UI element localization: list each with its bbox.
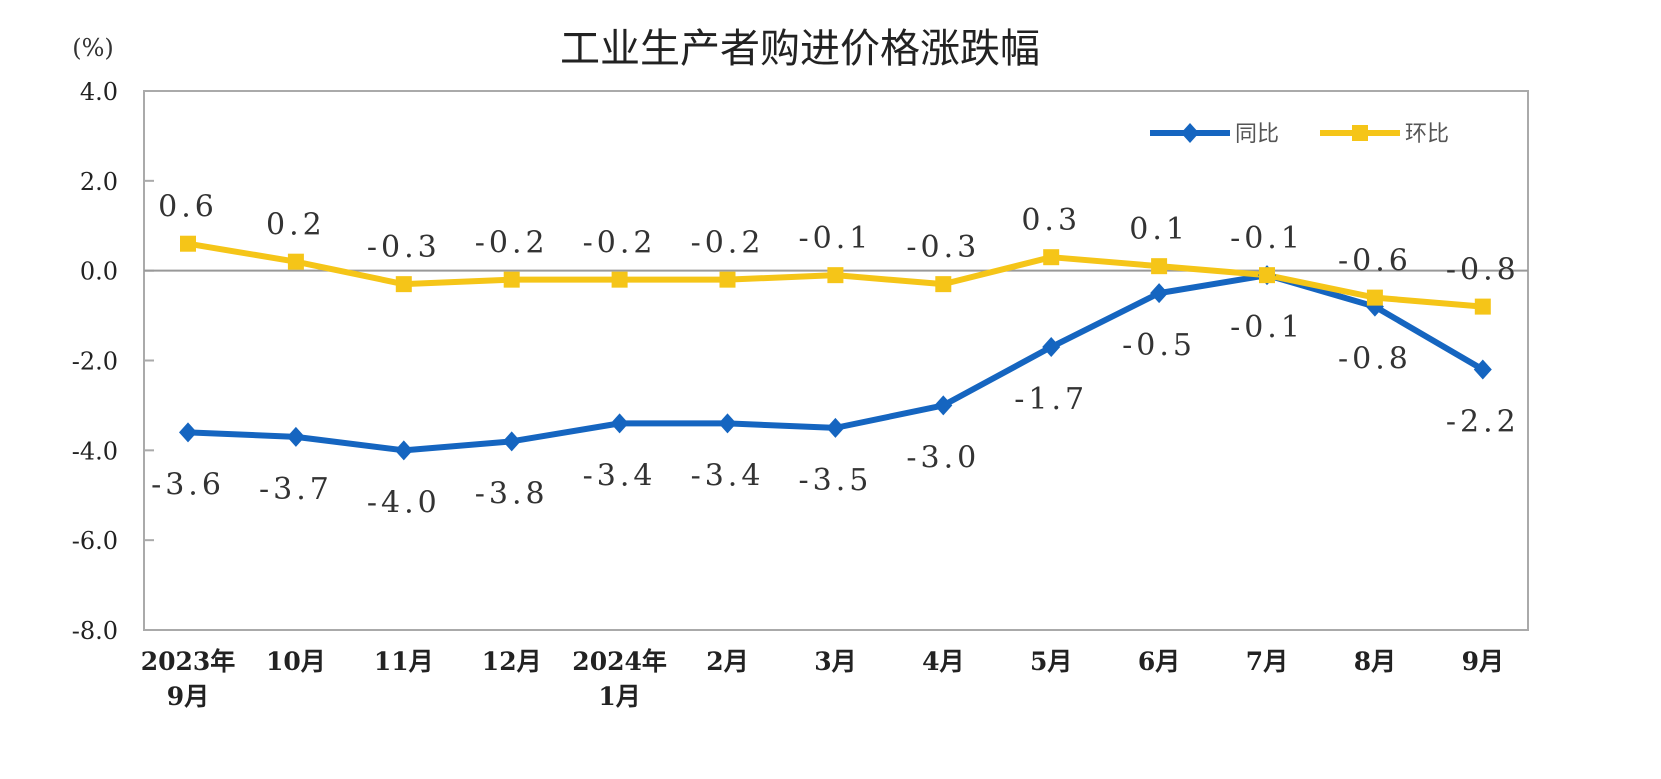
data-point: [180, 235, 196, 252]
x-tick-label: 3月: [814, 647, 856, 676]
x-tick-label: 9月: [1462, 647, 1504, 676]
x-tick-label: 8月: [1354, 647, 1396, 676]
x-tick-label: 2023年: [141, 647, 236, 676]
data-point: [610, 413, 629, 434]
legend-label: 同比: [1235, 122, 1279, 147]
data-label: -0.2: [583, 226, 657, 261]
data-point: [1474, 298, 1491, 315]
y-tick-label: 4.0: [80, 78, 118, 106]
data-label: -0.2: [475, 226, 549, 261]
data-label: -3.5: [798, 463, 872, 498]
data-point: [503, 271, 520, 288]
data-point: [611, 271, 628, 288]
chart-title: 工业生产者购进价格涨跌幅: [560, 26, 1040, 72]
data-point: [1150, 283, 1169, 304]
x-tick-label: 11月: [374, 647, 434, 676]
data-label: -0.3: [906, 230, 980, 265]
data-label: -4.0: [367, 485, 441, 520]
data-label: -0.1: [1230, 310, 1304, 345]
legend-marker: [1352, 125, 1368, 141]
data-label: -3.4: [691, 458, 765, 493]
data-label: 0.1: [1129, 212, 1189, 247]
legend-marker: [1181, 123, 1199, 143]
data-label: -0.8: [1338, 342, 1412, 377]
data-point: [1366, 289, 1383, 306]
x-tick-label: 10月: [266, 647, 326, 676]
x-ticks: 2023年 9月 10月 11月 12月 2024年 1月 2月 3月 4月 5月 6月 7月 8月 9月: [141, 647, 1504, 711]
data-label: -0.8: [1446, 253, 1520, 288]
y-tick-label: -2.0: [72, 348, 118, 376]
data-label: -0.5: [1122, 328, 1196, 363]
data-point: [287, 253, 304, 270]
data-point: [394, 440, 413, 461]
legend-label: 环比: [1405, 122, 1449, 147]
data-point: [502, 431, 521, 452]
data-point: [1151, 258, 1168, 275]
y-tick-label: -4.0: [72, 437, 118, 465]
data-label: -3.8: [475, 476, 549, 511]
x-tick-label: 5月: [1030, 647, 1072, 676]
data-label: -0.1: [1230, 221, 1304, 256]
data-point: [286, 426, 305, 447]
y-tick-label: 0.0: [80, 258, 118, 286]
data-point: [718, 413, 737, 434]
x-tick-label: 7月: [1246, 647, 1288, 676]
y-axis-unit: (%): [72, 34, 114, 62]
x-tick-label: 2024年: [572, 647, 667, 676]
data-label: -3.0: [906, 440, 980, 475]
data-point: [1259, 267, 1275, 284]
x-tick-label: 1月: [598, 682, 640, 711]
data-label: -0.1: [798, 221, 872, 256]
data-label: -3.4: [583, 458, 657, 493]
x-tick-label: 4月: [922, 647, 964, 676]
data-point: [1043, 249, 1060, 266]
data-label: 0.2: [266, 208, 326, 243]
x-tick-label: 6月: [1138, 647, 1180, 676]
data-label: -3.6: [151, 467, 225, 502]
data-label: 0.6: [158, 190, 218, 225]
data-point: [827, 267, 844, 284]
x-tick-label: 12月: [482, 647, 542, 676]
data-label: -3.7: [259, 472, 333, 507]
y-tick-label: -6.0: [72, 527, 118, 555]
y-tick-label: 2.0: [80, 168, 118, 196]
data-label: -0.3: [367, 230, 441, 265]
data-point: [395, 276, 412, 293]
y-ticks: 4.0 2.0 0.0 -2.0 -4.0 -6.0 -8.0: [72, 78, 154, 645]
data-point: [1042, 337, 1061, 358]
data-point: [719, 271, 736, 288]
data-point: [826, 417, 845, 438]
data-label: -0.6: [1338, 244, 1412, 279]
data-label: 0.3: [1021, 203, 1081, 238]
data-point: [935, 276, 952, 293]
data-point: [179, 422, 197, 443]
data-point: [934, 395, 953, 416]
plot-area: [143, 90, 1529, 631]
x-tick-label: 2月: [706, 647, 748, 676]
data-point: [1473, 359, 1492, 380]
legend: 同比 环比: [1150, 122, 1449, 147]
data-label: -1.7: [1014, 382, 1088, 417]
y-tick-label: -8.0: [72, 617, 118, 645]
data-label: -2.2: [1446, 404, 1520, 439]
x-tick-label: 9月: [167, 682, 209, 711]
data-label: -0.2: [691, 226, 765, 261]
series: -3.6 -3.7 -4.0 -3.8 -3.4 -3.4 -3.5 -3.0 -1.7 -0.5…: [151, 190, 1520, 521]
